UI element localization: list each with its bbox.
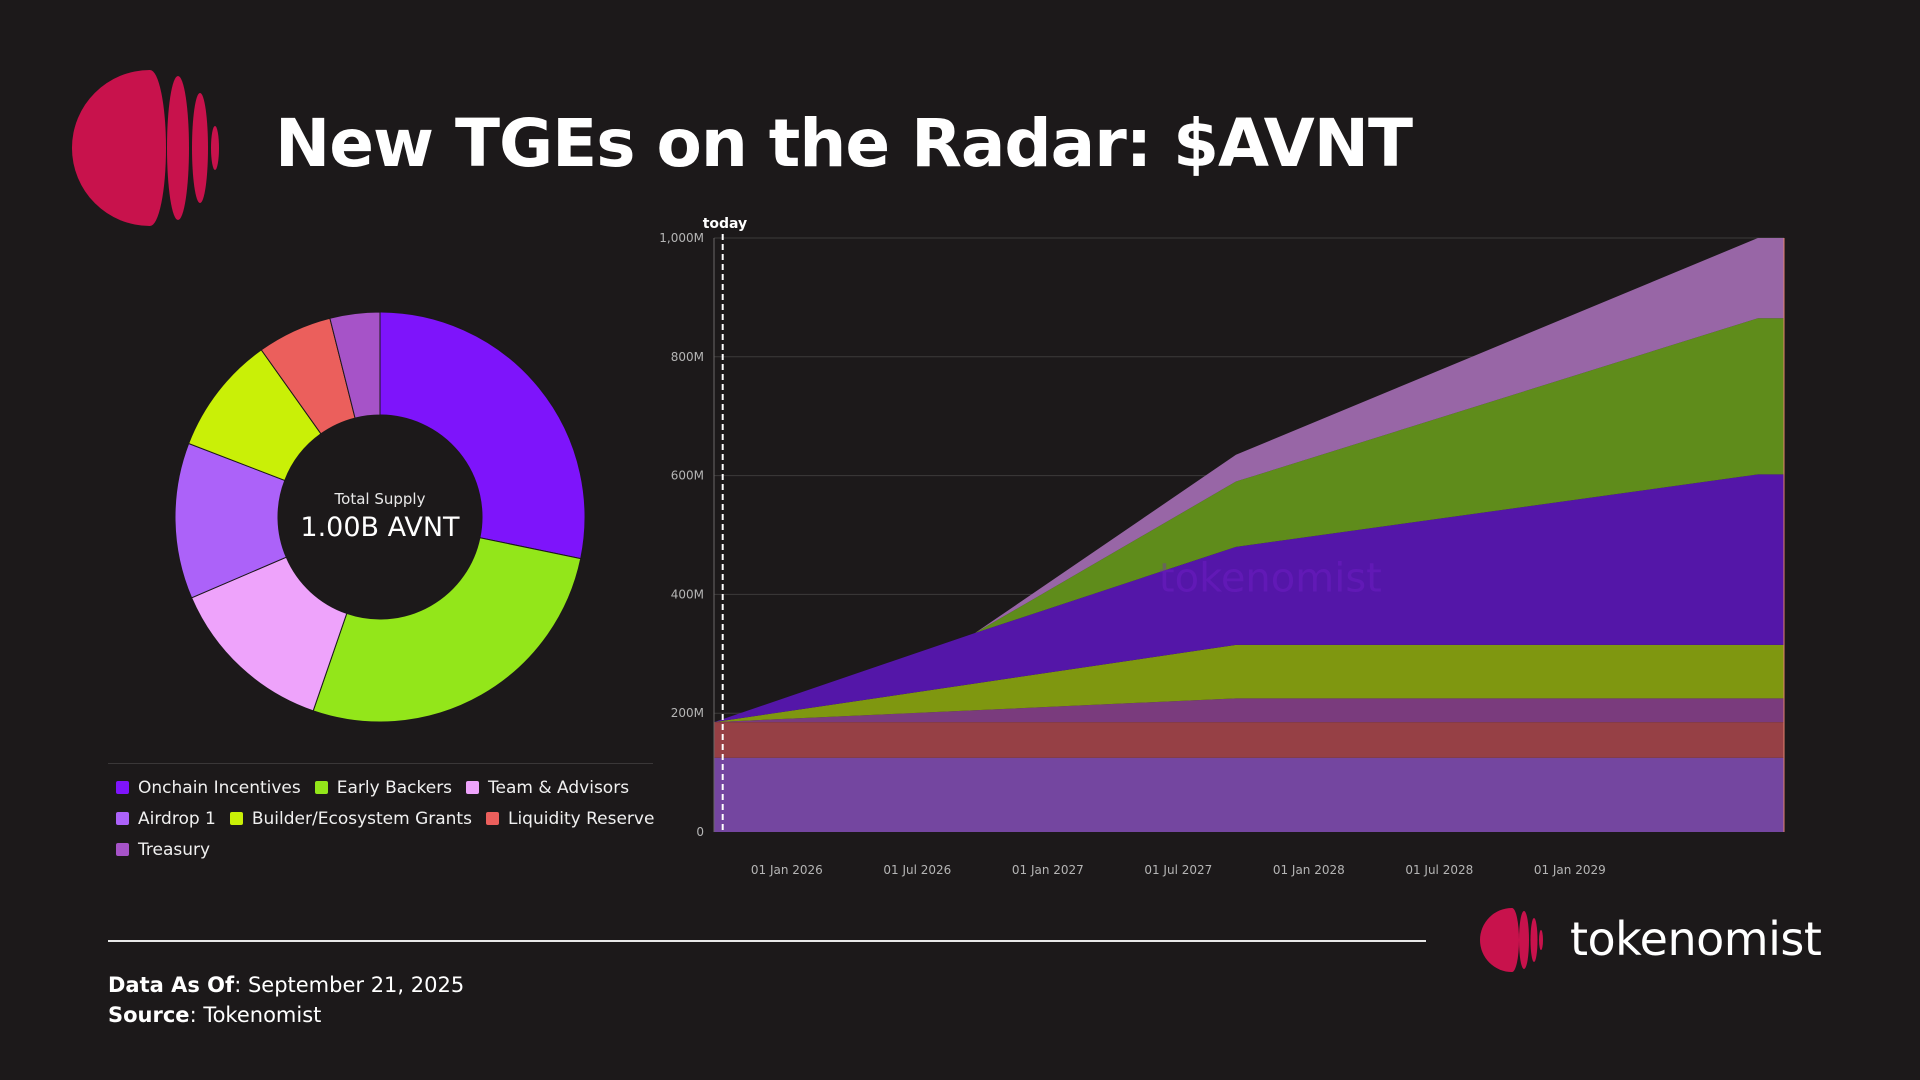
x-tick-label: 01 Jan 2028 bbox=[1273, 863, 1345, 877]
legend-item-liquidity-reserve[interactable]: Liquidity Reserve bbox=[485, 803, 655, 834]
x-tick-label: 01 Jan 2027 bbox=[1012, 863, 1084, 877]
legend-swatch bbox=[485, 812, 499, 825]
brand-mark-icon bbox=[1480, 908, 1543, 972]
unlock-schedule-area-chart: 0 200M 400M 600M 800M 1,000M tokenomist today 01… bbox=[659, 216, 1785, 877]
y-tick-label: 0 bbox=[696, 825, 704, 839]
legend-item-airdrop-1[interactable]: Airdrop 1 bbox=[116, 803, 216, 834]
donut-legend: Onchain Incentives Early Backers Team & Ad… bbox=[116, 772, 676, 865]
legend-label: Onchain Incentives bbox=[138, 777, 301, 798]
legend-label: Builder/Ecosystem Grants bbox=[251, 808, 472, 829]
legend-item-team-advisors[interactable]: Team & Advisors bbox=[466, 772, 629, 803]
page-title: New TGEs on the Radar: $AVNT bbox=[275, 105, 1413, 182]
legend-label: Liquidity Reserve bbox=[507, 808, 655, 829]
data-as-of-label: Data As Of bbox=[108, 973, 235, 997]
donut-center-value: 1.00B AVNT bbox=[300, 512, 460, 543]
y-tick-label: 200M bbox=[671, 706, 704, 720]
source-value: : Tokenomist bbox=[189, 1003, 322, 1027]
chart-watermark: tokenomist bbox=[1159, 555, 1382, 601]
x-tick-label: 01 Jul 2028 bbox=[1405, 863, 1473, 877]
legend-item-builder-ecosystem-grants[interactable]: Builder/Ecosystem Grants bbox=[229, 803, 472, 834]
tokenomist-logo-icon bbox=[71, 69, 219, 226]
legend-divider bbox=[108, 763, 653, 764]
x-tick-label: 01 Jan 2026 bbox=[751, 863, 823, 877]
legend-label: Early Backers bbox=[336, 777, 453, 798]
area-series-team-advisors bbox=[714, 238, 1784, 723]
source-label: Source bbox=[108, 1003, 190, 1027]
area-series-treasury-unlocked- bbox=[714, 698, 1784, 723]
y-tick-label: 1,000M bbox=[659, 231, 704, 245]
area-series-airdrop-1 bbox=[714, 757, 1784, 832]
legend-swatch bbox=[229, 812, 243, 825]
legend-swatch bbox=[116, 781, 129, 794]
x-tick-label: 01 Jul 2026 bbox=[883, 863, 951, 877]
legend-item-early-backers[interactable]: Early Backers bbox=[314, 772, 453, 803]
area-series-onchain-incentives bbox=[714, 474, 1784, 723]
legend-swatch bbox=[466, 781, 480, 794]
brand-name: tokenomist bbox=[1570, 912, 1822, 966]
x-tick-label: 01 Jan 2029 bbox=[1534, 863, 1606, 877]
donut-slice-treasury bbox=[329, 311, 381, 419]
legend-swatch bbox=[314, 781, 328, 794]
legend-item-treasury[interactable]: Treasury bbox=[116, 834, 210, 865]
area-series-liquidity-reserve bbox=[714, 722, 1784, 758]
legend-swatch bbox=[116, 812, 129, 825]
area-series-builder-ecosystem-grants bbox=[714, 644, 1784, 723]
legend-label: Team & Advisors bbox=[488, 777, 630, 798]
legend-label: Treasury bbox=[138, 839, 211, 860]
legend-swatch bbox=[116, 843, 129, 856]
supply-donut-chart bbox=[174, 311, 586, 723]
y-tick-label: 400M bbox=[671, 587, 704, 601]
y-tick-label: 600M bbox=[671, 469, 704, 483]
legend-item-onchain-incentives[interactable]: Onchain Incentives bbox=[116, 772, 301, 803]
donut-center-label: Total Supply bbox=[334, 490, 426, 508]
area-series-early-backers bbox=[714, 318, 1784, 723]
data-as-of-value: : September 21, 2025 bbox=[234, 973, 465, 997]
x-tick-label: 01 Jul 2027 bbox=[1144, 863, 1212, 877]
donut-slice-early-backers bbox=[312, 537, 582, 723]
footer-info: Data As Of: September 21, 2025 Source: T… bbox=[108, 970, 464, 1030]
y-tick-label: 800M bbox=[671, 350, 704, 364]
legend-label: Airdrop 1 bbox=[138, 808, 216, 829]
donut-slice-onchain-incentives bbox=[379, 311, 586, 560]
today-marker-label: today bbox=[703, 216, 747, 232]
footer-divider bbox=[108, 940, 1426, 942]
